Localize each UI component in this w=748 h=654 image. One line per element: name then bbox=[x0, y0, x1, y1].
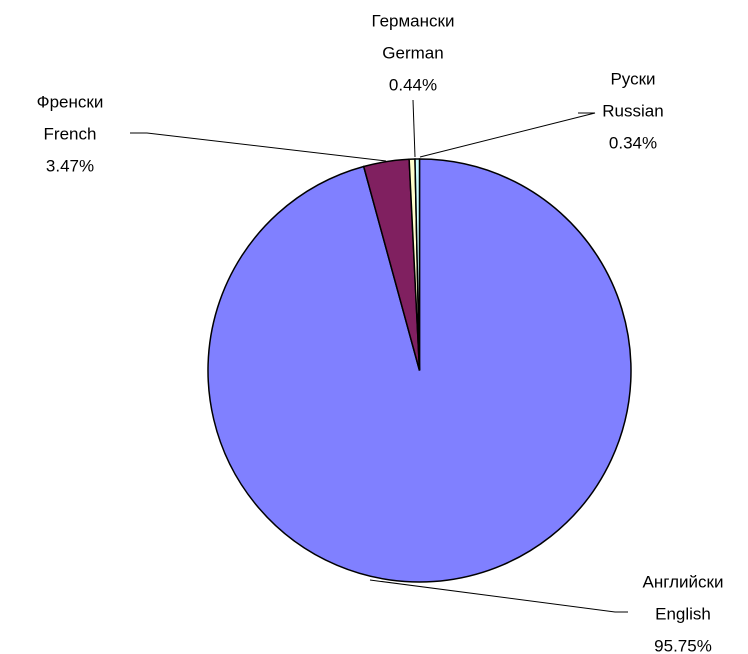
label-name: English bbox=[655, 604, 711, 623]
label-value: 0.34% bbox=[609, 133, 657, 152]
label-name: French bbox=[44, 124, 97, 143]
label-local-name: Германски bbox=[372, 11, 455, 30]
label-value: 95.75% bbox=[654, 636, 712, 654]
label-local-name: Английски bbox=[643, 572, 724, 591]
pie-slice bbox=[414, 158, 421, 371]
label-value: 0.44% bbox=[389, 75, 437, 94]
leader-line bbox=[130, 132, 387, 162]
leader-line bbox=[412, 99, 416, 158]
leader-line bbox=[419, 112, 596, 158]
label-local-name: Френски bbox=[37, 92, 104, 111]
label-name: German bbox=[382, 43, 443, 62]
leader-line bbox=[369, 579, 628, 613]
label-local-name: Руски bbox=[610, 69, 655, 88]
label-name: Russian bbox=[602, 101, 663, 120]
label-value: 3.47% bbox=[46, 156, 94, 175]
